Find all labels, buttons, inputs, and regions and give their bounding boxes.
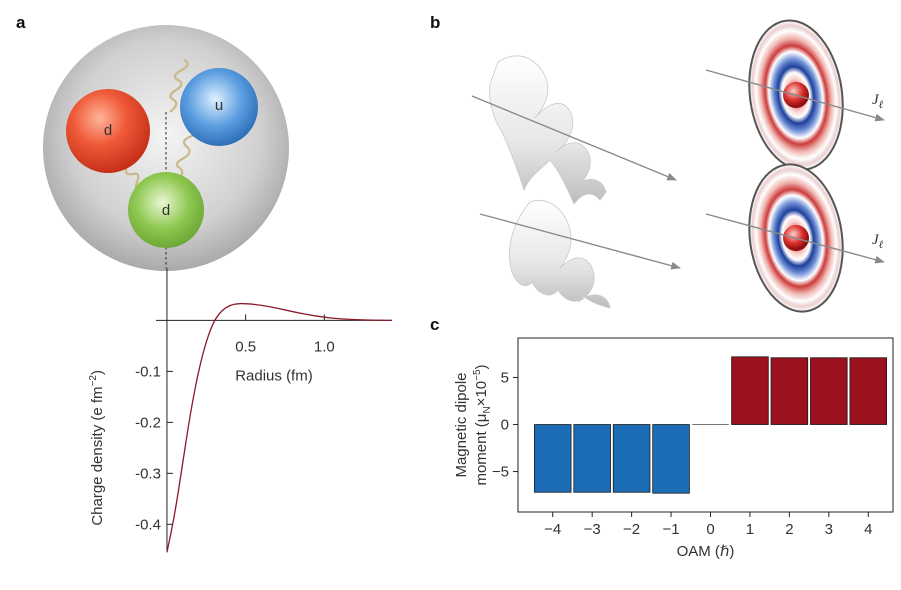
panel-label-b: b [430, 13, 440, 32]
quark-label-blue: u [215, 97, 223, 114]
x-tick-label: 0.5 [235, 338, 256, 355]
y-tick-label: 5 [501, 370, 509, 387]
bar-oam-3 [652, 424, 690, 494]
intensity-rings-bottom: Jℓ [705, 163, 885, 313]
x-tick-label: 4 [864, 521, 872, 538]
magnetic-moment-chart: −4 −3 −2 −1 0 1 2 3 4 5 0 −5 OAM (ℏ) Magnetic dipo… [453, 337, 894, 560]
y-axis-label-line2: moment (μN×10−5) [472, 364, 493, 485]
charge-density-chart: 0.5 1.0 -0.1 -0.2 -0.3 -0.4 Radius (fm) Char… [88, 268, 393, 553]
y-label-sub: N [482, 406, 493, 413]
x-ticks: 0.5 1.0 [235, 314, 335, 355]
helical-wavefront-top [471, 55, 677, 205]
y-tick-label: -0.3 [135, 465, 161, 482]
j-label: J [872, 232, 880, 248]
bar-oam-1 [573, 424, 611, 493]
x-tick-label: 3 [825, 521, 833, 538]
y-ticks: -0.1 -0.2 -0.3 -0.4 [135, 363, 173, 533]
beam-axis-arrow [705, 69, 885, 122]
beam-axis-arrow [479, 213, 681, 270]
angular-momentum-label-bottom: Jℓ [872, 232, 884, 251]
bar-oam-2 [612, 424, 651, 493]
beam-axis-arrow [705, 213, 885, 264]
y-axis-label-sup: −2 [88, 375, 99, 387]
quark-label-green: d [162, 202, 170, 219]
proton-illustration: d u d [43, 25, 289, 271]
quark-green [128, 172, 204, 248]
y-axis-label-main: Charge density (e fm [89, 386, 106, 525]
x-ticks: −4 −3 −2 −1 0 1 2 3 4 [544, 512, 872, 538]
quark-label-red: d [104, 122, 112, 139]
x-tick-label: 2 [785, 521, 793, 538]
x-axis-label: OAM (ℏ) [677, 543, 735, 560]
y-tick-label: -0.1 [135, 363, 161, 380]
x-tick-label: −4 [544, 521, 561, 538]
y-tick-label: -0.2 [135, 414, 161, 431]
y-tick-label: 0 [501, 417, 509, 434]
y-ticks: 5 0 −5 [492, 370, 518, 481]
x-tick-label: −3 [584, 521, 601, 538]
bar-oam-6 [770, 357, 809, 425]
x-tick-label: 1 [746, 521, 754, 538]
helical-wavefront-bottom [479, 200, 681, 309]
quark-red [66, 89, 150, 173]
x-tick-label: 0 [706, 521, 714, 538]
bar-oam-0 [533, 424, 572, 493]
bar-oam-7 [810, 357, 848, 425]
y-label-main: moment (μ [473, 414, 490, 486]
quark-blue [180, 68, 258, 146]
y-label-sup: −5 [472, 369, 483, 381]
y-label-times: ×10 [473, 381, 490, 406]
y-axis-label-line1: Magnetic dipole [453, 372, 470, 477]
x-tick-label: −1 [663, 521, 680, 538]
l-subscript: ℓ [879, 99, 884, 111]
intensity-rings-top: Jℓ [705, 19, 885, 171]
j-label: J [872, 92, 880, 108]
angular-momentum-label-top: Jℓ [872, 92, 884, 111]
bars [533, 356, 888, 494]
y-tick-label: -0.4 [135, 516, 161, 533]
charge-density-curve [166, 302, 393, 553]
x-tick-label: 1.0 [314, 338, 335, 355]
y-axis-label-end: ) [89, 370, 106, 375]
beam-axis-arrow [471, 95, 677, 181]
y-tick-label: −5 [492, 464, 509, 481]
y-label-close: ) [473, 364, 490, 369]
x-axis-label: Radius (fm) [235, 367, 313, 384]
panel-label-a: a [16, 13, 26, 32]
y-axis-label: Charge density (e fm−2) [88, 370, 106, 526]
panel-label-c: c [430, 315, 439, 334]
ring-outline [748, 163, 844, 313]
bar-oam-5 [731, 356, 769, 425]
bar-oam-8 [849, 357, 888, 425]
x-tick-label: −2 [623, 521, 640, 538]
l-subscript: ℓ [879, 239, 884, 251]
